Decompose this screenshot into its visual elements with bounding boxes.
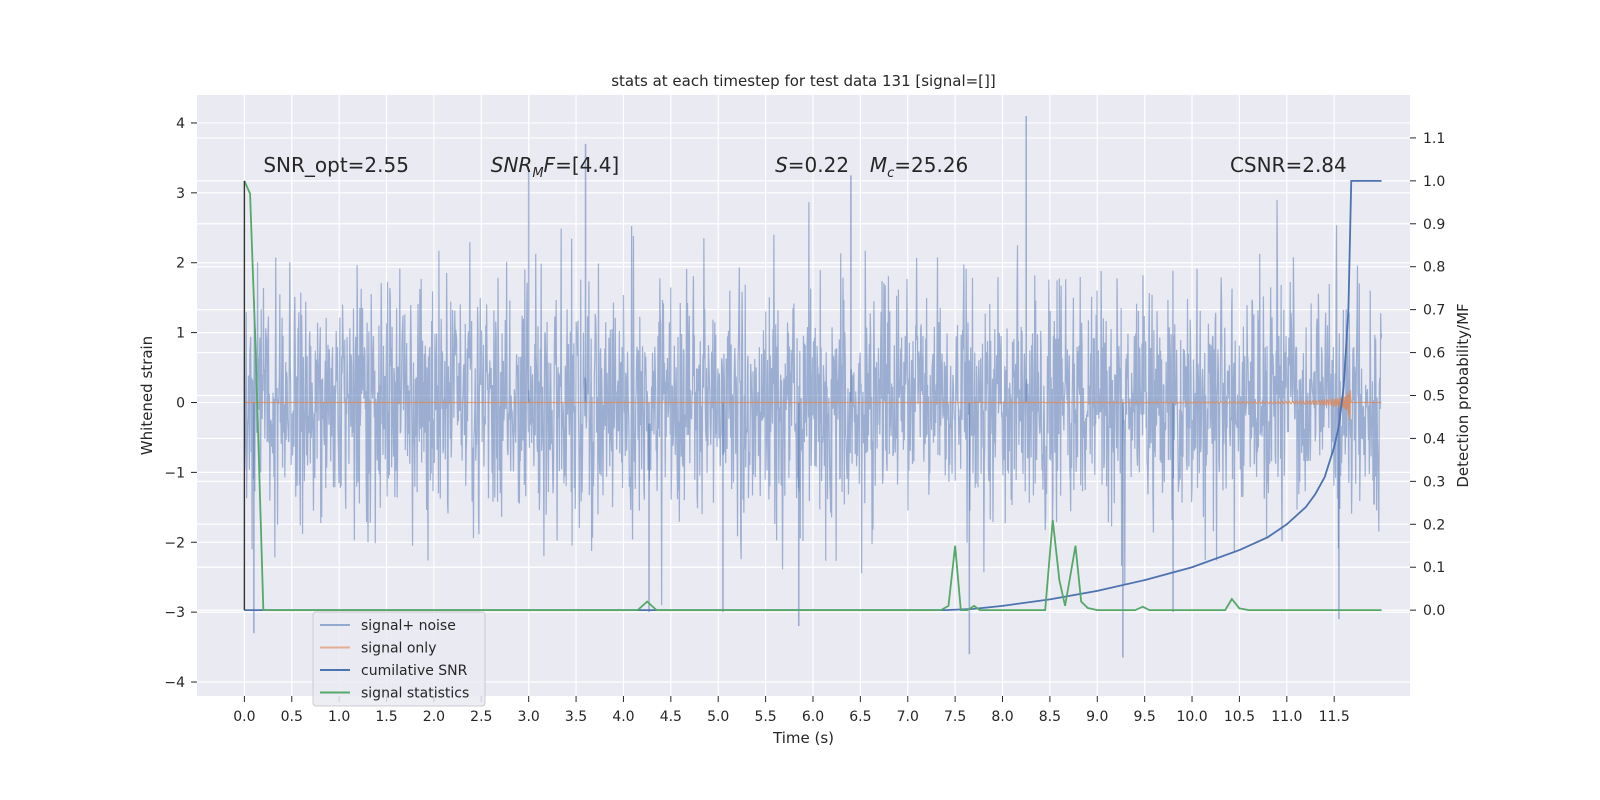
x-tick-label: 9.0 xyxy=(1086,709,1108,725)
y-tick-label-right: 1.0 xyxy=(1423,174,1445,190)
y-tick-label-right: 0.1 xyxy=(1423,560,1445,576)
y-tick-label-right: 0.7 xyxy=(1423,303,1445,319)
y-tick-label-left: 3 xyxy=(176,186,185,202)
x-tick-label: 6.0 xyxy=(802,709,824,725)
x-tick-label: 0.5 xyxy=(281,709,303,725)
annotation-math: F xyxy=(544,153,556,177)
x-tick-label: 11.5 xyxy=(1319,709,1350,725)
y-tick-label-left: 0 xyxy=(176,395,185,411)
legend-label: signal statistics xyxy=(361,686,469,702)
y-tick-label-left: −2 xyxy=(164,535,185,551)
y-tick-label-right: 0.6 xyxy=(1423,346,1445,362)
annotation-math: S xyxy=(775,153,788,177)
y-tick-label-right: 0.4 xyxy=(1423,431,1445,447)
axes: 0.0 0.5 1.0 1.5 2.0 2.5 3.0 3.5 4.0 4.5 5.0 5.5 6.0 6… xyxy=(164,116,1445,725)
x-tick-label: 7.5 xyxy=(944,709,966,725)
y-tick-label-left: −1 xyxy=(164,465,185,481)
x-tick-label: 5.5 xyxy=(754,709,776,725)
legend-label: signal only xyxy=(361,641,436,657)
legend-label: cumilative SNR xyxy=(361,663,468,679)
x-tick-label: 10.5 xyxy=(1224,709,1255,725)
annotation-subscript: M xyxy=(532,166,543,181)
y-tick-label-left: 4 xyxy=(176,116,185,132)
y-tick-label-right: 1.1 xyxy=(1423,131,1445,147)
y-tick-label-left: 1 xyxy=(176,326,185,342)
x-tick-label: 5.0 xyxy=(707,709,729,725)
x-tick-label: 6.5 xyxy=(849,709,871,725)
x-tick-label: 11.0 xyxy=(1271,709,1302,725)
y-tick-label-left: 2 xyxy=(176,256,185,272)
legend-frame xyxy=(312,611,486,707)
signal-only-series xyxy=(244,389,1382,420)
annotation-rest: =25.26 xyxy=(894,153,968,177)
chart-title: stats at each timestep for test data 131… xyxy=(611,72,996,90)
cumulative-snr-line xyxy=(244,179,1382,612)
legend: signal+ noise signal only cumilative SNR si… xyxy=(312,611,486,707)
x-tick-label: 2.5 xyxy=(470,709,492,725)
y-tick-label-right: 0.8 xyxy=(1423,260,1445,276)
x-tick-label: 1.0 xyxy=(328,709,350,725)
x-tick-label: 8.0 xyxy=(991,709,1013,725)
x-tick-label: 0.0 xyxy=(233,709,255,725)
annotation-rest: =[4.4] xyxy=(555,153,619,177)
x-axis-title: Time (s) xyxy=(772,729,834,747)
y-tick-label-right: 0.3 xyxy=(1423,474,1445,490)
y-tick-label-right: 0.5 xyxy=(1423,389,1445,405)
x-tick-label: 1.5 xyxy=(375,709,397,725)
y-axis-title-right: Detection probability/MF xyxy=(1454,303,1472,487)
signal-statistics-line xyxy=(243,180,1382,612)
x-tick-label: 7.0 xyxy=(897,709,919,725)
x-tick-label: 2.0 xyxy=(423,709,445,725)
y-tick-label-right: 0.0 xyxy=(1423,603,1445,619)
annotation-text: SNRMF=[4.4] xyxy=(491,153,619,181)
annotations: SNR_opt=2.55 SNRMF=[4.4] S=0.22 Mc=25.26 CSN… xyxy=(263,153,1346,181)
x-tick-label: 3.0 xyxy=(518,709,540,725)
y-axis-title-left: Whitened strain xyxy=(138,336,156,455)
annotation-text: CSNR=2.84 xyxy=(1230,153,1347,177)
annotation-text: SNR_opt=2.55 xyxy=(263,153,409,177)
y-tick-label-right: 0.9 xyxy=(1423,217,1445,233)
x-tick-label: 4.0 xyxy=(612,709,634,725)
annotation-math: SNR xyxy=(491,153,533,177)
annotation-rest: =0.22 xyxy=(788,153,849,177)
annotation-text: Mc=25.26 xyxy=(870,153,968,181)
x-tick-label: 10.0 xyxy=(1176,709,1207,725)
x-tick-label: 3.5 xyxy=(565,709,587,725)
x-tick-label: 4.5 xyxy=(660,709,682,725)
right-axis-series xyxy=(243,179,1382,612)
annotation-math: M xyxy=(870,153,887,177)
signal-only-line xyxy=(244,389,1382,420)
x-tick-label: 8.5 xyxy=(1039,709,1061,725)
annotation-text: S=0.22 xyxy=(775,153,849,177)
signal-noise-line xyxy=(243,199,1383,606)
annotation-subscript: c xyxy=(887,166,894,181)
y-tick-label-left: −4 xyxy=(164,675,185,691)
y-tick-label-right: 0.2 xyxy=(1423,517,1445,533)
x-tick-label: 9.5 xyxy=(1134,709,1156,725)
signal-noise-series xyxy=(243,115,1383,658)
legend-label: signal+ noise xyxy=(361,618,456,634)
y-tick-label-left: −3 xyxy=(164,605,185,621)
